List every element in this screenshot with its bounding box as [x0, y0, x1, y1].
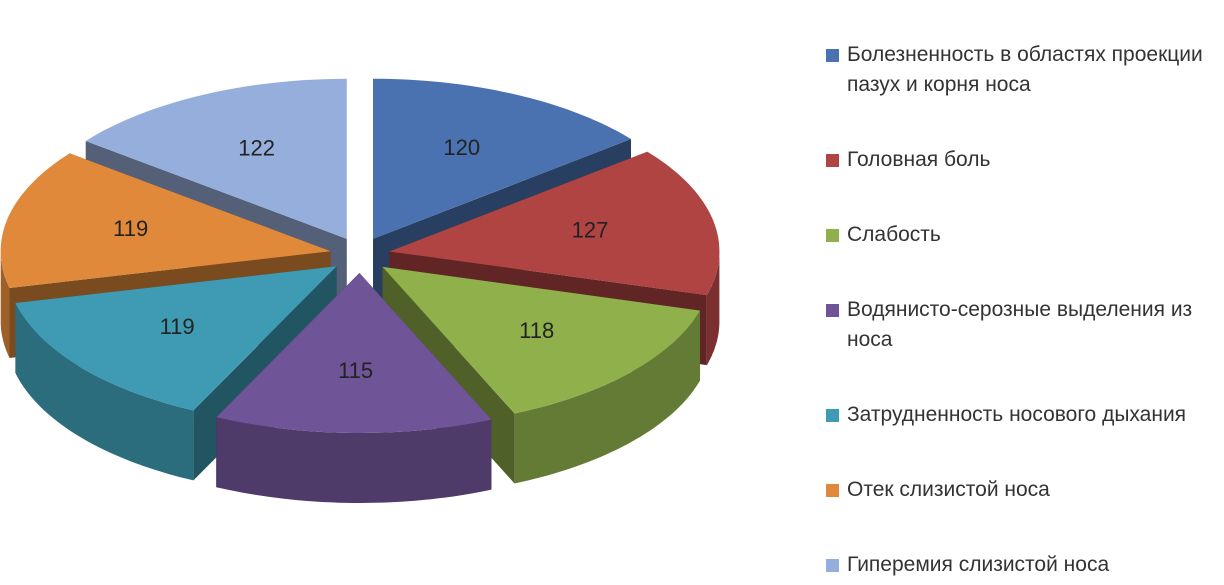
slice [0, 153, 331, 288]
data-label: 122 [238, 136, 275, 161]
slice [389, 151, 720, 296]
legend-item: Головная боль [826, 145, 1216, 175]
slice-side [15, 303, 194, 481]
data-label: 127 [572, 218, 609, 243]
legend-item: Болезненность в областях проекции пазух … [826, 40, 1216, 100]
legend-label: Болезненность в областях проекции пазух … [847, 43, 1203, 96]
data-label: 119 [160, 314, 195, 339]
data-label: 120 [443, 135, 480, 160]
legend-item: Затрудненность носового дыхания [826, 400, 1216, 430]
chart: 120 127 118 115 119 119 122 [0, 78, 720, 503]
legend-item: Отек слизистой носа [826, 475, 1216, 505]
legend-label: Водянисто-серозные выделения из носа [847, 298, 1193, 351]
legend: Болезненность в областях проекции пазух … [826, 40, 1216, 580]
slice-side [0, 251, 10, 358]
slice [382, 266, 700, 414]
legend-label: Отек слизистой носа [847, 478, 1050, 501]
data-label: 119 [113, 216, 148, 241]
legend-item: Гиперемия слизистой носа [826, 550, 1216, 580]
legend-item: Слабость [826, 220, 1216, 250]
data-label: 118 [519, 318, 554, 343]
legend-swatch [826, 559, 839, 572]
legend-label: Затрудненность носового дыхания [847, 403, 1187, 426]
slice [373, 78, 631, 239]
legend-swatch [826, 409, 839, 422]
legend-swatch [826, 484, 839, 497]
legend-swatch [826, 304, 839, 317]
legend-label: Головная боль [847, 148, 991, 171]
slice [85, 78, 347, 239]
legend-swatch [826, 229, 839, 242]
slice-side [216, 417, 492, 503]
slice-side [514, 310, 700, 484]
slice-side [706, 251, 720, 366]
data-label: 115 [338, 358, 373, 383]
slice [15, 266, 337, 411]
slice [216, 272, 492, 433]
legend-swatch [826, 154, 839, 167]
legend-swatch [826, 49, 839, 62]
legend-label: Гиперемия слизистой носа [847, 553, 1110, 576]
legend-label: Слабость [847, 223, 941, 246]
legend-item: Водянисто-серозные выделения из носа [826, 295, 1216, 355]
